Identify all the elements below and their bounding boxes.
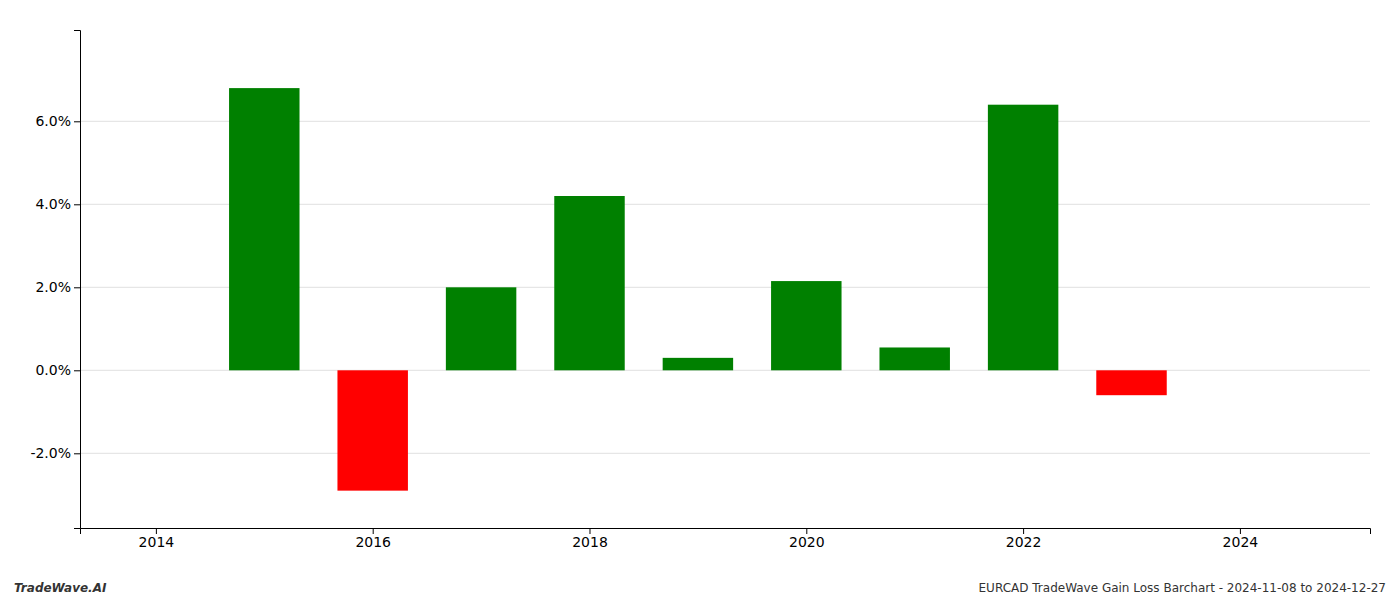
y-tick: 0.0% — [35, 362, 80, 378]
x-axis-line — [81, 529, 1371, 535]
y-tick-label: 0.0% — [35, 362, 71, 378]
x-tick: 2022 — [1006, 528, 1042, 550]
y-tick: 6.0% — [35, 113, 80, 129]
y-tick-mark — [74, 204, 80, 205]
bar — [337, 370, 407, 490]
bar — [446, 287, 516, 370]
plot: -2.0% 0.0% 2.0% 4.0% 6.0% 2014 2016 2018 2020 202… — [30, 31, 1370, 550]
x-tick-label: 2016 — [355, 534, 391, 550]
x-tick-label: 2020 — [789, 534, 825, 550]
y-tick-mark — [74, 453, 80, 454]
bar — [771, 281, 841, 370]
bar — [229, 88, 299, 370]
y-tick-label: 4.0% — [35, 196, 71, 212]
bar — [879, 347, 949, 370]
y-axis: -2.0% 0.0% 2.0% 4.0% 6.0% — [30, 31, 80, 529]
x-tick-label: 2014 — [139, 534, 175, 550]
x-tick: 2016 — [355, 528, 391, 550]
bar — [554, 196, 624, 370]
y-tick-label: 2.0% — [35, 279, 71, 295]
bars — [229, 88, 1167, 491]
x-tick-label: 2024 — [1223, 534, 1259, 550]
x-tick-label: 2022 — [1006, 534, 1042, 550]
x-tick: 2014 — [139, 528, 175, 550]
y-tick: -2.0% — [30, 445, 80, 461]
y-tick-mark — [74, 287, 80, 288]
x-tick: 2020 — [789, 528, 825, 550]
y-tick-label: 6.0% — [35, 113, 71, 129]
footer: TradeWave.AI EURCAD TradeWave Gain Loss B… — [14, 581, 1386, 595]
bar — [1096, 370, 1166, 395]
x-tick: 2018 — [572, 528, 608, 550]
x-tick-label: 2018 — [572, 534, 608, 550]
x-axis: 2014 2016 2018 2020 2022 2024 — [81, 528, 1371, 550]
y-tick-mark — [74, 370, 80, 371]
bar — [663, 358, 733, 370]
y-axis-line — [74, 31, 81, 529]
chart: -2.0% 0.0% 2.0% 4.0% 6.0% 2014 2016 2018 2020 202… — [0, 0, 1400, 600]
footer-left: TradeWave.AI — [14, 581, 107, 595]
bar — [988, 105, 1058, 371]
footer-right: EURCAD TradeWave Gain Loss Barchart - 20… — [979, 581, 1386, 595]
y-tick-mark — [74, 121, 80, 122]
y-tick: 4.0% — [35, 196, 80, 212]
y-tick-label: -2.0% — [30, 445, 71, 461]
x-tick: 2024 — [1223, 528, 1259, 550]
y-tick: 2.0% — [35, 279, 80, 295]
grid-line — [80, 453, 1370, 454]
